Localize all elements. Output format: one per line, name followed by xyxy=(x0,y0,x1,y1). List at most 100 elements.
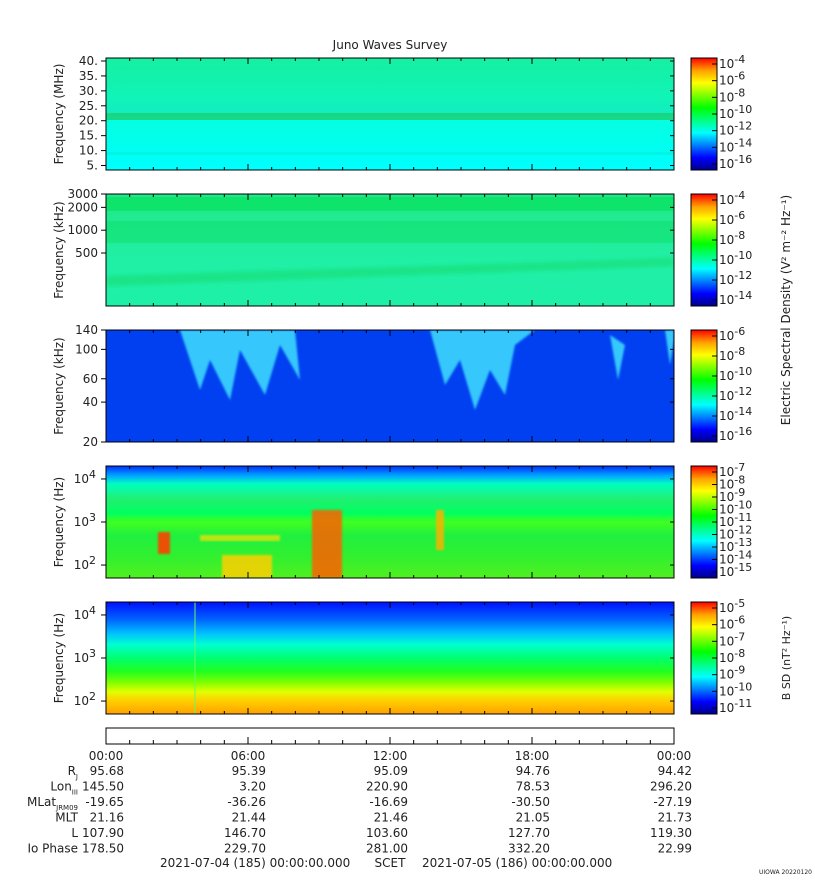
panel-1-ytick-label: 10. xyxy=(79,144,98,158)
panel-1-ylabel: Frequency (MHz) xyxy=(52,64,66,165)
ephemeris-row-label: MLatJRM09 xyxy=(27,795,78,812)
time-axis-label: 12:00 xyxy=(373,749,408,763)
ephemeris-value: 146.70 xyxy=(224,826,266,840)
panel-3-spectrogram xyxy=(105,329,675,443)
ephemeris-row-label: MLT xyxy=(55,811,78,825)
panel-1-band-20mhz xyxy=(106,113,674,120)
time-axis-label: 06:00 xyxy=(231,749,266,763)
panel-1-ytick-label: 15. xyxy=(79,129,98,143)
panel-1-cbar-label: 10-10 xyxy=(719,103,752,121)
ephemeris-row-label: LonIII xyxy=(50,780,78,797)
panel-4-cbar-label: 10-8 xyxy=(719,474,745,492)
ephemeris-value: 94.42 xyxy=(658,764,692,778)
panel-4-field xyxy=(106,466,674,578)
ephemeris-value: -27.19 xyxy=(653,795,692,809)
ephemeris-value: -36.26 xyxy=(227,795,266,809)
ephemeris-row-label: Io Phase xyxy=(27,842,78,856)
panel-5-cbar-label: 10-10 xyxy=(719,680,752,698)
ephemeris-value: 21.73 xyxy=(658,811,692,825)
panel-2-cbar-label: 10-4 xyxy=(719,189,745,207)
ephemeris-value: 95.39 xyxy=(232,764,266,778)
footer-start: 2021-07-04 (185) 00:00:00.000 xyxy=(160,856,350,870)
ephemeris-value: 103.60 xyxy=(366,826,408,840)
ephemeris-value: 332.20 xyxy=(508,842,550,856)
panel-2-band-top xyxy=(106,197,674,211)
panel-4-cbar-label: 10-15 xyxy=(719,561,752,579)
panel-2-spectrogram xyxy=(105,193,675,307)
panel-3-ytick-label: 100 xyxy=(75,342,98,356)
ephemeris-value: 95.09 xyxy=(374,764,408,778)
ephemeris-value: 220.90 xyxy=(366,780,408,794)
ephemeris-value: 119.30 xyxy=(650,826,692,840)
ephemeris-value: 78.53 xyxy=(516,780,550,794)
panel-3-cbar-label: 10-10 xyxy=(719,365,752,383)
panel-1-ytick-label: 5. xyxy=(87,159,98,173)
panel-1-colorbar xyxy=(690,57,718,171)
panel-5-cbar-label: 10-9 xyxy=(719,664,745,682)
panel-5-cbar-title: B SD (nT² Hz⁻¹) xyxy=(780,616,793,700)
panel-1-ytick-label: 25. xyxy=(79,99,98,113)
ephemeris-value: 229.70 xyxy=(224,842,266,856)
panel-1-band-8mhz xyxy=(106,152,674,155)
panel-4-cbar-label: 10-14 xyxy=(719,549,752,567)
panel-5-ylabel: Frequency (Hz) xyxy=(52,613,66,704)
panel-3-ylabel: Frequency (kHz) xyxy=(52,337,66,434)
panel-2-ytick-label: 3000 xyxy=(67,187,98,201)
ephemeris-value: 281.00 xyxy=(366,842,408,856)
electric-cbar-label: Electric Spectral Density (V² m⁻² Hz⁻¹) xyxy=(779,195,793,425)
panel-3-cbar-label: 10-14 xyxy=(719,405,752,423)
panel-1-ytick-label: 40. xyxy=(79,54,98,68)
ephemeris-value: 94.76 xyxy=(516,764,550,778)
panel-1-cbar-label: 10-4 xyxy=(719,53,745,71)
panel-3-cbar-label: 10-16 xyxy=(719,425,752,443)
panel-1-ytick-label: 30. xyxy=(79,84,98,98)
ephemeris-row-label: L xyxy=(71,826,78,840)
panel-1-cbar-label: 10-12 xyxy=(719,120,752,138)
panel-3-ytick-label: 20 xyxy=(83,435,98,449)
panel-2-ytick-label: 2000 xyxy=(67,200,98,214)
panel-2-ytick-label: 500 xyxy=(75,246,98,260)
panel-1-ytick-label: 35. xyxy=(79,69,98,83)
ephemeris-value: 178.50 xyxy=(82,842,124,856)
panel-5-field xyxy=(106,602,674,714)
panel-5-cbar-label: 10-6 xyxy=(719,614,745,632)
panel-4-cbar-label: 10-11 xyxy=(719,511,752,529)
panel-5-cbar-label: 10-11 xyxy=(719,697,752,715)
ephemeris-value: -19.65 xyxy=(85,795,124,809)
panel-5-ytick-label: 104 xyxy=(74,604,96,622)
ephemeris-value: 296.20 xyxy=(650,780,692,794)
panel-4-spectrogram xyxy=(105,465,675,579)
panel-5-ytick-label: 103 xyxy=(74,647,96,665)
ephemeris-value: 107.90 xyxy=(82,826,124,840)
panel-1-ytick-label: 20. xyxy=(79,114,98,128)
ephemeris-value: 95.68 xyxy=(90,764,124,778)
ephemeris-value: 22.99 xyxy=(658,842,692,856)
panel-4-ytick-label: 102 xyxy=(74,554,96,572)
panel-2-cbar-label: 10-14 xyxy=(719,289,752,307)
panel-5-spectrogram xyxy=(105,601,675,715)
panel-3-cbar-label: 10-12 xyxy=(719,385,752,403)
panel-2-cbar-label: 10-6 xyxy=(719,209,745,227)
panel-2-ylabel: Frequency (kHz) xyxy=(52,201,66,298)
panel-2-drift-band xyxy=(106,258,674,286)
panel-2-cbar-label: 10-12 xyxy=(719,269,752,287)
panel-2-cbar-label: 10-8 xyxy=(719,229,745,247)
panel-2-band-mid xyxy=(106,221,674,243)
panel-5-cbar-label: 10-7 xyxy=(719,630,745,648)
ephemeris-row-label: RJ xyxy=(68,764,78,781)
panel-3-ytick-label: 60 xyxy=(83,372,98,386)
ephemeris-value: 21.46 xyxy=(374,811,408,825)
time-axis-label: 00:00 xyxy=(657,749,692,763)
panel-1-cbar-label: 10-16 xyxy=(719,153,752,171)
time-axis-label: 18:00 xyxy=(515,749,550,763)
panel-4-cbar-label: 10-12 xyxy=(719,524,752,542)
panel-4-ytick-label: 103 xyxy=(74,511,96,529)
ephemeris-value: 145.50 xyxy=(82,780,124,794)
panel-5-cbar-label: 10-8 xyxy=(719,647,745,665)
ephemeris-value: 21.05 xyxy=(516,811,550,825)
panel-2-cbar-label: 10-10 xyxy=(719,249,752,267)
ephemeris-value: 21.44 xyxy=(232,811,266,825)
footer-scet: SCET xyxy=(375,856,407,870)
panel-3-cbar-label: 10-8 xyxy=(719,345,745,363)
